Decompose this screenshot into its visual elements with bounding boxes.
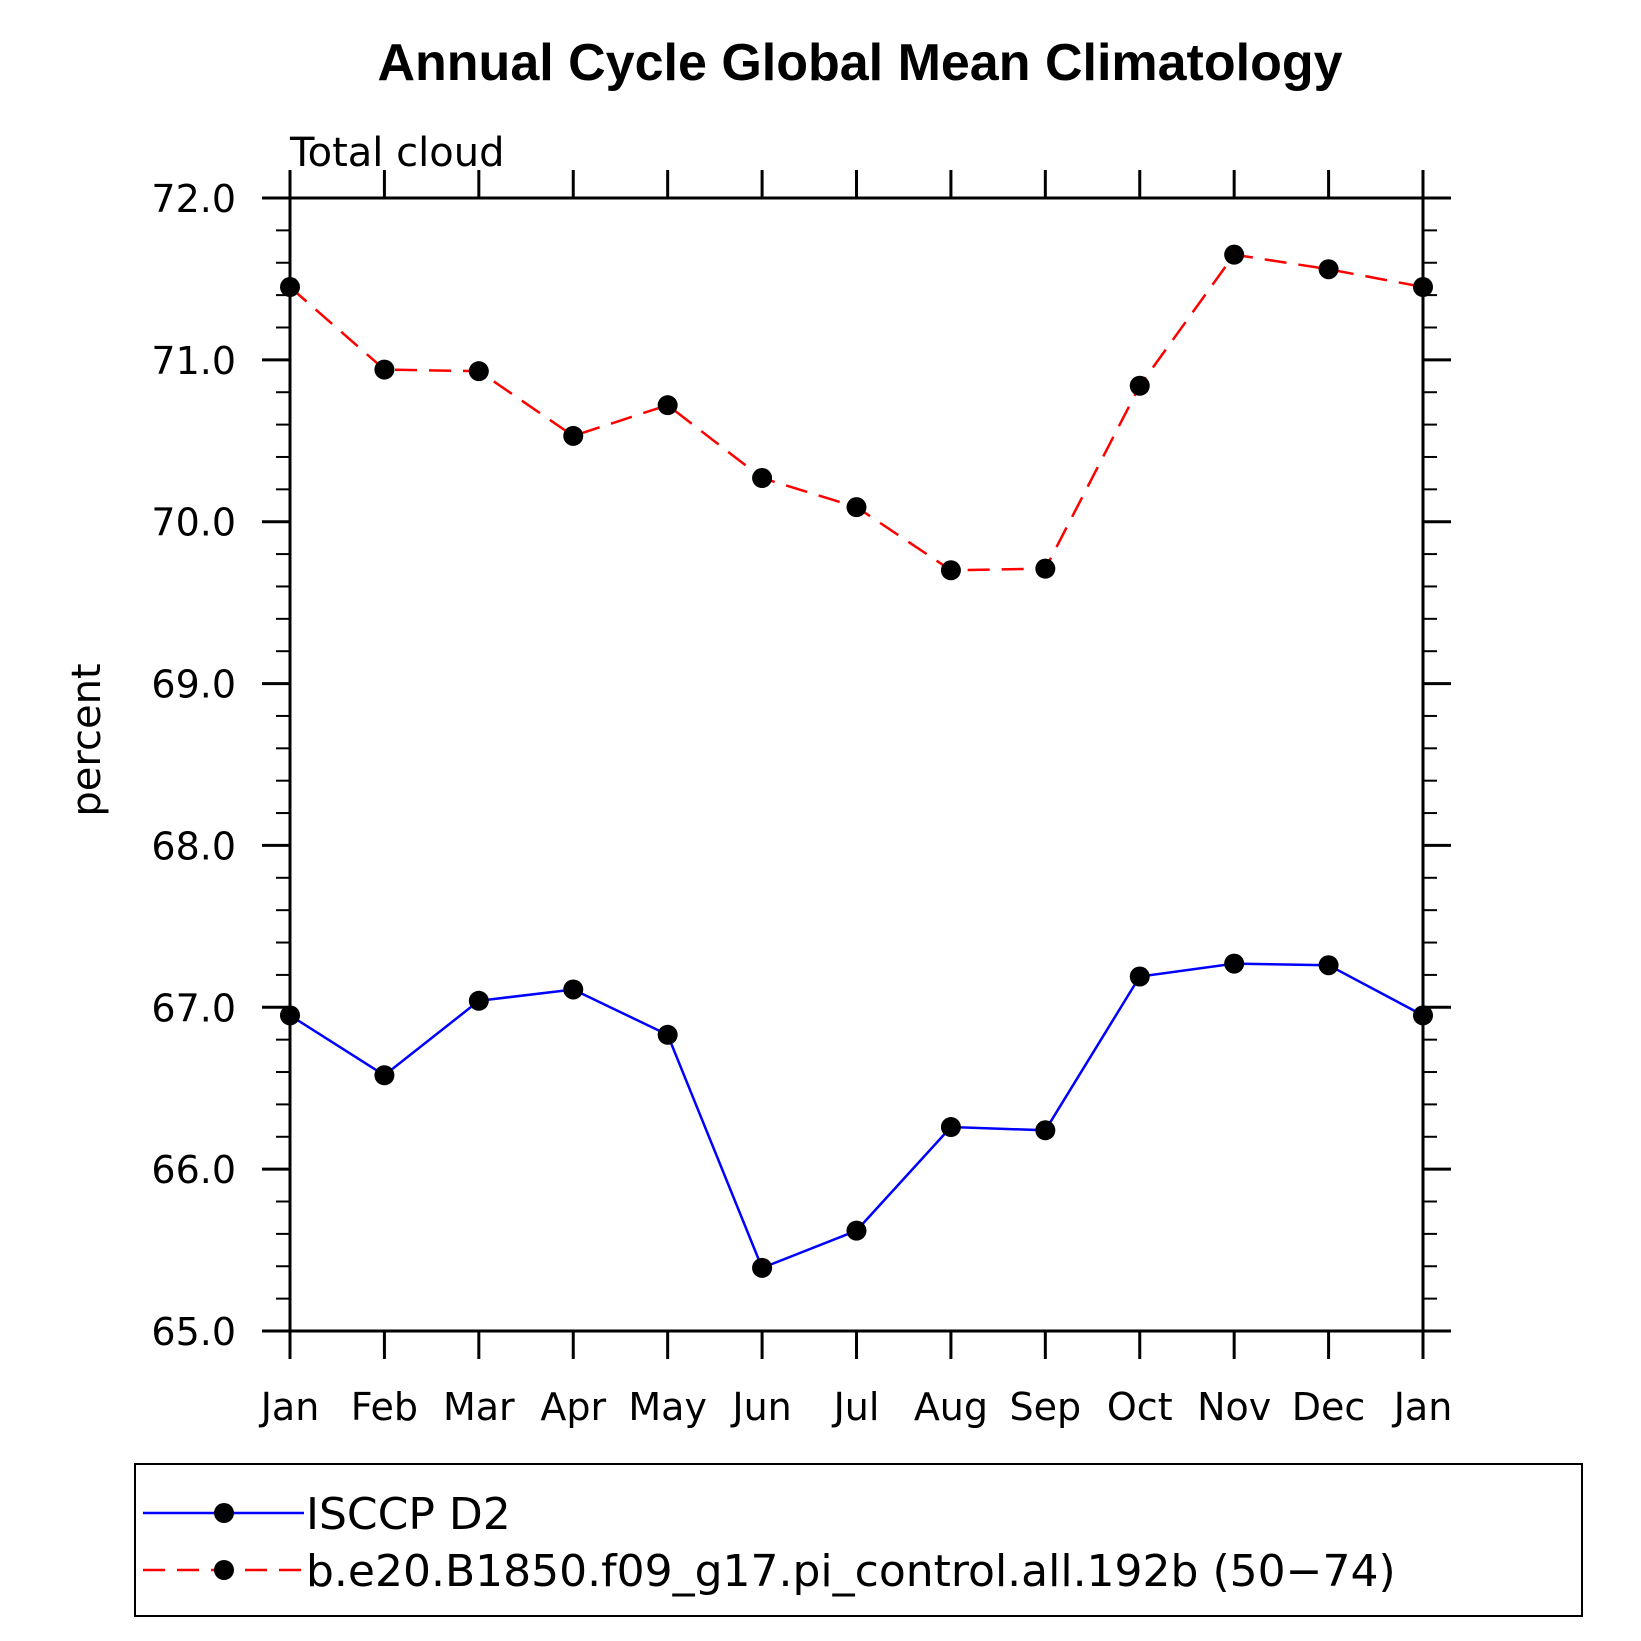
y-tick-label: 70.0 xyxy=(151,501,236,545)
data-point xyxy=(374,1065,395,1086)
y-tick-label: 71.0 xyxy=(151,339,236,383)
data-point xyxy=(280,277,300,298)
x-tick-label: Sep xyxy=(1010,1385,1082,1429)
x-tick-label: Jul xyxy=(832,1385,880,1429)
legend-label-1: ISCCP D2 xyxy=(306,1489,511,1540)
data-point xyxy=(1224,953,1245,974)
data-point xyxy=(1129,375,1150,396)
data-point xyxy=(374,359,395,380)
data-point xyxy=(752,1257,773,1278)
data-point xyxy=(1035,1120,1056,1141)
data-point xyxy=(940,1117,961,1138)
data-point xyxy=(940,560,961,581)
x-tick-label: Apr xyxy=(540,1385,606,1429)
x-tick-label: Jan xyxy=(1392,1385,1453,1429)
x-tick-label: Feb xyxy=(351,1385,418,1429)
plot-frame xyxy=(288,196,1425,1333)
y-tick-label: 67.0 xyxy=(151,986,236,1030)
data-point xyxy=(752,468,773,489)
x-tick-label: Dec xyxy=(1292,1385,1366,1429)
data-point xyxy=(468,361,489,382)
data-point xyxy=(468,990,489,1011)
x-tick-label: Aug xyxy=(914,1385,988,1429)
y-axis-label: percent xyxy=(64,663,110,816)
data-point xyxy=(846,497,867,518)
data-point xyxy=(1413,1005,1433,1026)
legend-items: ISCCP D2 b.e20.B1850.f09_g17.pi_control.a… xyxy=(143,1489,1396,1597)
data-point xyxy=(1413,277,1433,298)
data-point xyxy=(846,1220,867,1241)
chart-title: Annual Cycle Global Mean Climatology xyxy=(377,34,1342,92)
legend-marker xyxy=(214,1560,234,1580)
x-tick-label: Jun xyxy=(730,1385,791,1429)
data-point xyxy=(657,1024,678,1045)
x-tick-labels: Jan Feb Mar Apr May Jun Jul Aug Sep Oct Nov Dec Jan xyxy=(259,1385,1453,1429)
chart-subtitle: Total cloud xyxy=(289,130,504,176)
data-point xyxy=(280,1005,300,1026)
data-point xyxy=(1035,558,1056,579)
legend-marker xyxy=(214,1503,234,1523)
series-layer xyxy=(280,244,1433,1278)
data-point xyxy=(1224,244,1245,265)
x-tick-label: Jan xyxy=(259,1385,320,1429)
y-tick-labels: 65.0 66.0 67.0 68.0 69.0 70.0 71.0 72.0 xyxy=(151,177,236,1354)
data-point xyxy=(1318,259,1339,280)
series-line-2 xyxy=(289,253,1424,572)
legend xyxy=(134,1463,1583,1617)
y-tick-label: 69.0 xyxy=(151,663,236,707)
legend-label-2: b.e20.B1850.f09_g17.pi_control.all.192b … xyxy=(306,1546,1396,1597)
y-tick-label: 72.0 xyxy=(151,177,236,221)
x-tick-label: Nov xyxy=(1197,1385,1271,1429)
x-tick-label: Mar xyxy=(443,1385,515,1429)
y-tick-label: 65.0 xyxy=(151,1310,236,1354)
data-point xyxy=(657,395,678,416)
x-tick-label: May xyxy=(628,1385,707,1429)
x-tick-label: Oct xyxy=(1107,1385,1173,1429)
data-point xyxy=(563,979,584,1000)
axis-ticks xyxy=(262,170,1451,1359)
data-point xyxy=(1129,966,1150,987)
data-point xyxy=(563,425,584,446)
y-tick-label: 66.0 xyxy=(151,1148,236,1192)
data-point xyxy=(1318,955,1339,976)
y-tick-label: 68.0 xyxy=(151,824,236,868)
